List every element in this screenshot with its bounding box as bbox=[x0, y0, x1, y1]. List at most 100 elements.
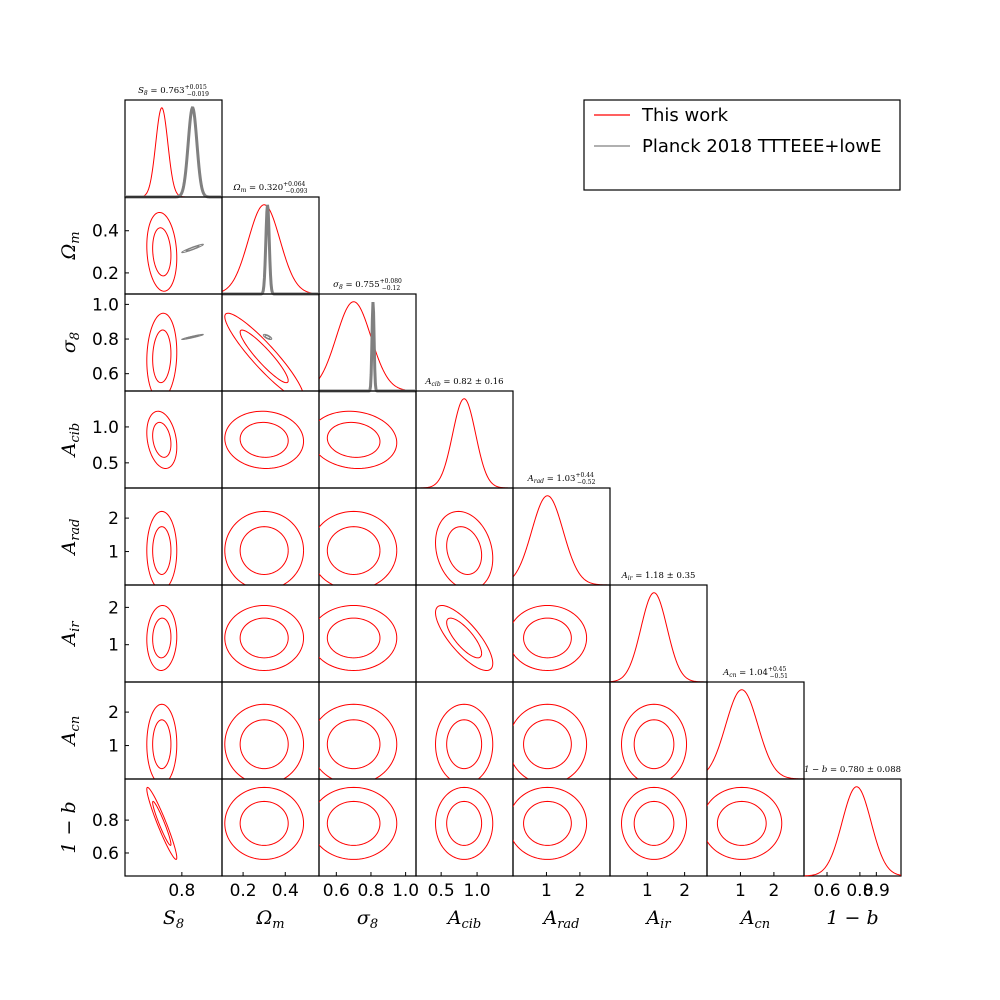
this-work-contour-95 bbox=[435, 786, 494, 860]
this-work-density-b bbox=[803, 786, 902, 877]
panel-air-vs-s8 bbox=[318, 584, 417, 683]
panel-om-vs-s8 bbox=[124, 196, 223, 295]
this-work-contour-95 bbox=[224, 703, 305, 779]
this-work-density-om bbox=[221, 204, 320, 295]
panel-acn-vs-om bbox=[221, 681, 320, 780]
this-work-contour-95 bbox=[513, 604, 588, 671]
y-tick-label: 0.6 bbox=[92, 365, 119, 385]
x-axis-label-om: Ωm bbox=[255, 907, 284, 932]
x-tick-label: 0.6 bbox=[323, 881, 350, 901]
this-work-contour-68 bbox=[326, 526, 381, 575]
panel-frame bbox=[803, 778, 902, 877]
panel-frame bbox=[124, 681, 223, 780]
this-work-contour-68 bbox=[152, 800, 172, 846]
y-tick-label: 2 bbox=[108, 598, 119, 618]
this-work-contour-95 bbox=[435, 510, 494, 585]
panel-frame bbox=[415, 487, 514, 586]
panel-frame bbox=[221, 487, 320, 586]
this-work-contour-95 bbox=[319, 410, 398, 469]
this-work-contour-95 bbox=[146, 312, 178, 391]
planck-contour-68 bbox=[264, 334, 271, 340]
this-work-contour-95 bbox=[146, 211, 178, 292]
title-om: Ωm = 0.320+0.064 −0.093 bbox=[233, 181, 308, 195]
y-tick-label: 0.2 bbox=[92, 264, 119, 284]
this-work-contour-68 bbox=[523, 719, 572, 770]
panel-frame bbox=[318, 390, 417, 489]
panel-b-vs-acib bbox=[415, 778, 514, 877]
panel-acn-vs-s8 bbox=[124, 681, 223, 780]
panel-air-vs-om bbox=[221, 584, 320, 683]
this-work-density-air bbox=[609, 592, 708, 683]
x-tick-label: 0.4 bbox=[272, 881, 299, 901]
this-work-contour-95 bbox=[319, 703, 398, 779]
panel-frame bbox=[124, 584, 223, 683]
panel-acib-vs-om bbox=[221, 390, 320, 489]
this-work-density-acn bbox=[706, 689, 805, 780]
x-axis-label-s8: σ8 bbox=[357, 907, 378, 932]
x-tick-label: 0.8 bbox=[846, 881, 873, 901]
planck-contour-68 bbox=[185, 245, 200, 252]
panel-frame bbox=[609, 584, 708, 683]
this-work-contour-95 bbox=[435, 604, 494, 671]
y-tick-label: 0.6 bbox=[92, 844, 119, 864]
panel-frame bbox=[512, 584, 611, 683]
panel-frame bbox=[221, 390, 320, 489]
diag-panel-acib: Acib = 0.82 ± 0.16 bbox=[415, 377, 514, 489]
planck-density-om bbox=[222, 204, 319, 296]
panel-frame bbox=[706, 681, 805, 780]
planck-contour-95 bbox=[181, 243, 204, 254]
x-tick-label: 2 bbox=[768, 881, 779, 901]
x-tick-label: 1 bbox=[541, 881, 552, 901]
panel-acn-vs-s8 bbox=[318, 681, 417, 780]
x-tick-label: 2 bbox=[574, 881, 585, 901]
panel-acib-vs-s8 bbox=[318, 390, 417, 489]
panel-b-vs-arad bbox=[512, 778, 611, 877]
this-work-contour-68 bbox=[152, 329, 172, 384]
this-work-contour-95 bbox=[621, 786, 688, 860]
this-work-contour-68 bbox=[152, 227, 172, 277]
title-acib: Acib = 0.82 ± 0.16 bbox=[424, 377, 503, 388]
x-tick-label: 0.2 bbox=[230, 881, 257, 901]
this-work-contour-68 bbox=[446, 800, 483, 846]
diag-panel-s8: σ8 = 0.755+0.080 −0.12 bbox=[318, 278, 417, 393]
this-work-contour-95 bbox=[146, 786, 178, 860]
x-axis-label-s8: S8 bbox=[163, 907, 184, 932]
panel-frame bbox=[415, 584, 514, 683]
panels: S8 = 0.763+0.015 −0.019 Ωm = 0.320+0.064 −0… bbox=[58, 84, 902, 932]
this-work-contour-95 bbox=[513, 786, 588, 860]
x-tick-label: 1 bbox=[735, 881, 746, 901]
y-tick-label: 1.0 bbox=[92, 295, 119, 315]
panel-arad-vs-om bbox=[221, 487, 320, 586]
this-work-contour-95 bbox=[224, 604, 305, 671]
y-tick-label: 1.0 bbox=[92, 418, 119, 438]
panel-frame bbox=[415, 778, 514, 877]
x-axis-label-acib: Acib bbox=[446, 907, 482, 932]
panel-frame bbox=[221, 293, 320, 392]
panel-frame bbox=[609, 778, 708, 877]
panel-b-vs-s8 bbox=[124, 778, 223, 877]
panel-b-vs-om bbox=[221, 778, 320, 877]
legend-label-this-work: This work bbox=[641, 105, 729, 126]
panel-frame bbox=[221, 778, 320, 877]
panel-air-vs-acib bbox=[415, 584, 514, 683]
this-work-contour-95 bbox=[224, 312, 303, 391]
y-tick-label: 0.8 bbox=[92, 330, 119, 350]
panel-acn-vs-arad bbox=[512, 681, 611, 780]
x-axis-label-air: Air bbox=[644, 907, 671, 932]
diag-panel-s8: S8 = 0.763+0.015 −0.019 bbox=[124, 84, 223, 199]
panel-frame bbox=[124, 778, 223, 877]
panel-frame bbox=[415, 681, 514, 780]
y-tick-label: 1 bbox=[108, 543, 119, 563]
this-work-contour-95 bbox=[621, 703, 688, 779]
panel-frame bbox=[124, 390, 223, 489]
y-axis-label-acib: Acib bbox=[58, 423, 83, 459]
this-work-contour-68 bbox=[239, 719, 289, 770]
this-work-contour-68 bbox=[446, 526, 483, 575]
this-work-contour-68 bbox=[152, 421, 172, 458]
this-work-contour-68 bbox=[446, 617, 483, 659]
panel-b-vs-s8 bbox=[318, 778, 417, 877]
panel-b-vs-acn bbox=[706, 778, 805, 877]
this-work-density-acib bbox=[415, 398, 513, 489]
x-tick-label: 0.8 bbox=[168, 881, 195, 901]
